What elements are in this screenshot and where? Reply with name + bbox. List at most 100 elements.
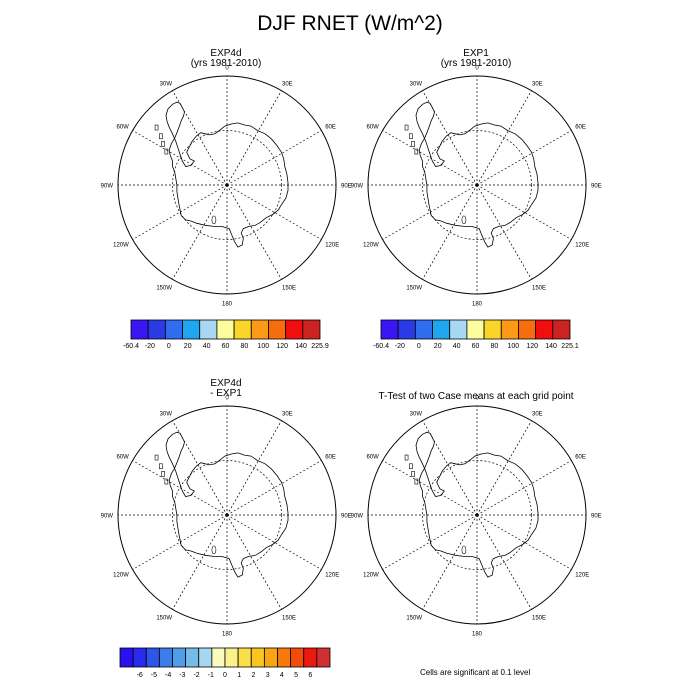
- colorbar-swatch: [211, 647, 226, 668]
- colorbar-swatch: [518, 319, 537, 340]
- significance-footnote: Cells are significant at 0.1 level: [420, 668, 531, 677]
- colorbar-label: -3: [179, 672, 185, 679]
- colorbar-swatch: [216, 319, 235, 340]
- meridian-label: 30W: [410, 81, 423, 87]
- colorbar-label: -20: [145, 343, 155, 350]
- colorbar-label: -6: [137, 672, 143, 679]
- meridian-line: [382, 184, 478, 240]
- colorbar-swatch: [414, 319, 433, 340]
- meridian-label: 60W: [366, 455, 379, 461]
- meridian-label: 180: [472, 632, 483, 638]
- latitude-circle: [422, 460, 532, 570]
- island-outline: [411, 471, 415, 477]
- colorbar-label: -20: [395, 343, 405, 350]
- meridian-line: [382, 130, 478, 186]
- meridian-label: 120W: [113, 243, 129, 249]
- colorbar-label: 100: [507, 343, 519, 350]
- island-outline: [154, 454, 159, 461]
- meridian-label: 120E: [325, 243, 339, 249]
- meridian-line: [132, 130, 228, 186]
- meridian-label: 180: [222, 632, 233, 638]
- meridian-line: [132, 460, 228, 516]
- colorbar-label: 6: [308, 672, 312, 679]
- meridian-label: 0: [475, 66, 479, 72]
- meridian-label: 90E: [341, 514, 352, 520]
- panel-4-title-line1: T-Test of two Case means at each grid po…: [378, 391, 574, 402]
- latitude-circle: [172, 460, 282, 570]
- colorbar-swatch: [145, 647, 160, 668]
- meridian-label: 150E: [282, 286, 296, 292]
- island-outline: [164, 478, 169, 485]
- colorbar-swatch: [552, 319, 571, 340]
- meridian-label: 30E: [532, 81, 543, 87]
- colorbar-label: 0: [167, 343, 171, 350]
- island-outline: [159, 463, 163, 470]
- island-outline: [409, 463, 413, 470]
- island-outline: [414, 478, 419, 485]
- meridian-line: [132, 184, 228, 240]
- panel-2-title-line1: EXP1: [463, 48, 489, 59]
- meridian-label: 150W: [156, 616, 172, 622]
- meridian-label: 120E: [325, 573, 339, 579]
- ice-shelf-island: [211, 545, 217, 555]
- colorbar-swatch: [250, 319, 269, 340]
- colorbar-label: 2: [251, 672, 255, 679]
- island-outline: [161, 141, 165, 147]
- colorbar-label: 140: [545, 343, 557, 350]
- meridian-label: 90W: [351, 184, 364, 190]
- antarctica-coastline: [415, 431, 539, 578]
- meridian-label: 60E: [575, 455, 586, 461]
- colorbar-swatch: [130, 319, 149, 340]
- ice-shelf-island: [461, 545, 467, 555]
- colorbar-label: 60: [472, 343, 480, 350]
- meridian-label: 150E: [532, 286, 546, 292]
- meridian-label: 120W: [363, 573, 379, 579]
- meridian-label: 60W: [116, 125, 129, 131]
- colorbar-swatch: [290, 647, 305, 668]
- meridian-label: 90W: [101, 184, 114, 190]
- island-outline: [161, 471, 165, 477]
- meridian-label: 150W: [156, 286, 172, 292]
- meridian-label: 150W: [406, 616, 422, 622]
- colorbar-exp1: -60.4 -20 0 20 40 60 80 100 120 140 225.1: [373, 319, 579, 350]
- colorbar-swatch: [285, 319, 304, 340]
- meridian-label: 60W: [366, 125, 379, 131]
- meridian-label: 30E: [282, 411, 293, 417]
- meridian-label: 30E: [282, 81, 293, 87]
- island-outline: [409, 133, 413, 140]
- colorbar-swatch: [303, 647, 318, 668]
- meridian-label: 90E: [341, 184, 352, 190]
- colorbar-label: 20: [184, 343, 192, 350]
- meridian-label: 120W: [113, 573, 129, 579]
- meridian-label: 30E: [532, 411, 543, 417]
- meridian-label: 0: [475, 396, 479, 402]
- antarctica-coastline: [165, 101, 289, 248]
- island-outline: [411, 141, 415, 147]
- meridian-label: 0: [225, 66, 229, 72]
- meridian-label: 180: [472, 302, 483, 308]
- colorbar-exp4d: -60.4 -20 0 20 40 60 80 100 120 140 225.9: [123, 319, 329, 350]
- colorbar-label: 4: [280, 672, 284, 679]
- meridian-label: 120E: [575, 243, 589, 249]
- meridian-line: [382, 514, 478, 570]
- meridian-label: 60E: [575, 125, 586, 131]
- colorbar-label: 80: [241, 343, 249, 350]
- colorbar-swatch: [250, 647, 265, 668]
- colorbar-swatch: [158, 647, 173, 668]
- colorbar-swatch: [164, 319, 183, 340]
- panel-3-title-line1: EXP4d: [210, 378, 242, 389]
- meridian-label: 30W: [410, 411, 423, 417]
- colorbar-swatch: [237, 647, 252, 668]
- colorbar-label: -2: [193, 672, 199, 679]
- polar-map-3: 0 30E 60E 90E 120E 150E 180 150W 120W 90W 60W 30W: [101, 396, 352, 638]
- latitude-circle: [422, 130, 532, 240]
- meridian-label: 60W: [116, 455, 129, 461]
- colorbar-label: 5: [294, 672, 298, 679]
- meridian-label: 60E: [325, 455, 336, 461]
- colorbar-label: 120: [526, 343, 538, 350]
- ice-shelf-island: [211, 215, 217, 225]
- antarctica-coastline: [415, 101, 539, 248]
- colorbar-label: -1: [208, 672, 214, 679]
- colorbar-label: 140: [295, 343, 307, 350]
